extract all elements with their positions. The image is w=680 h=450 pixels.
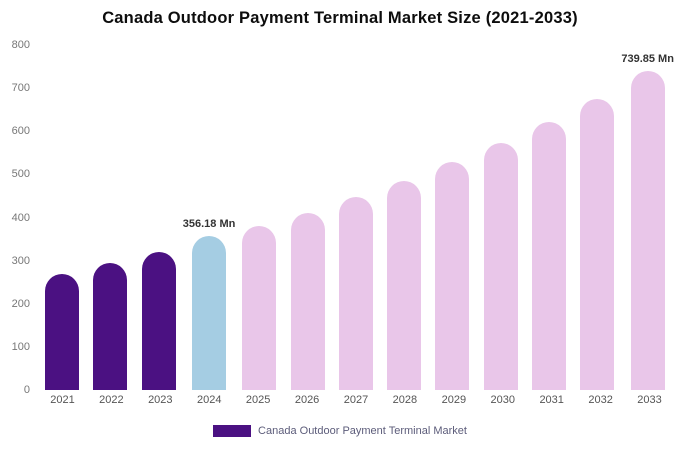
bar-2027 [338, 197, 373, 390]
bar-2028 [387, 180, 422, 390]
y-axis-label: 100 [11, 340, 30, 353]
y-axis-label: 200 [11, 297, 30, 310]
bar-2032 [580, 98, 615, 390]
bar-2031 [531, 121, 566, 390]
bar-2025 [242, 226, 277, 390]
bar-2030 [483, 143, 518, 390]
legend: Canada Outdoor Payment Terminal Market [0, 425, 680, 437]
bar-slot [428, 162, 476, 390]
bar-slot [525, 121, 573, 390]
x-axis-label: 2031 [539, 394, 564, 406]
bar-2023 [141, 252, 176, 390]
y-axis-label: 400 [11, 211, 30, 224]
bar-slot [332, 197, 380, 390]
bar-2033 [630, 70, 665, 390]
y-axis-label: 800 [11, 39, 30, 51]
x-axis-label: 2025 [245, 394, 271, 406]
bar-2021 [45, 273, 80, 390]
bar-slot [380, 180, 428, 390]
y-axis-label: 300 [11, 254, 30, 267]
x-axis: 2021 2022 2023 2024 2025 2026 2027 2028 2029 2030… [38, 394, 674, 406]
x-axis-label: 2029 [441, 394, 467, 406]
bar-slot [86, 262, 134, 390]
bar-2024 [192, 236, 227, 390]
y-axis: 0 100 200 300 400 500 600 700 800 [0, 39, 32, 396]
legend-label: Canada Outdoor Payment Terminal Market [258, 425, 467, 437]
x-axis-label: 2033 [637, 394, 662, 406]
bar-chart: 0 100 200 300 400 500 600 700 800 356.18 Mn 739.8… [0, 39, 680, 396]
bar-slot [135, 252, 183, 390]
y-axis-label: 0 [23, 384, 30, 396]
bar-slot: 356.18 Mn [182, 218, 236, 390]
bar-slot [573, 98, 621, 390]
x-axis-label: 2022 [99, 394, 124, 406]
x-axis-label: 2026 [294, 394, 320, 406]
x-axis-label: 2032 [588, 394, 613, 406]
x-axis-label: 2021 [50, 394, 75, 406]
y-axis-label: 500 [11, 168, 30, 181]
x-axis-label: 2028 [392, 394, 418, 406]
y-axis-label: 600 [11, 125, 30, 138]
x-axis-label: 2024 [196, 394, 222, 406]
x-axis-label: 2030 [490, 394, 515, 406]
bars: 356.18 Mn 739.85 Mn [38, 45, 674, 390]
y-axis-label: 700 [11, 82, 30, 95]
bar-2026 [290, 213, 325, 390]
chart-title: Canada Outdoor Payment Terminal Market S… [102, 9, 578, 27]
x-axis-label: 2023 [148, 394, 173, 406]
bar-2029 [435, 162, 470, 390]
bar-slot [477, 143, 525, 390]
bar-slot: 739.85 Mn [621, 53, 674, 390]
bar-slot [284, 213, 332, 390]
bar-slot [38, 273, 86, 390]
bar-slot [235, 226, 283, 390]
bar-value-label: 356.18 Mn [182, 218, 236, 231]
bar-2022 [93, 262, 128, 390]
x-axis-label: 2027 [343, 394, 369, 406]
legend-swatch [213, 425, 252, 437]
bar-value-label: 739.85 Mn [621, 52, 674, 65]
